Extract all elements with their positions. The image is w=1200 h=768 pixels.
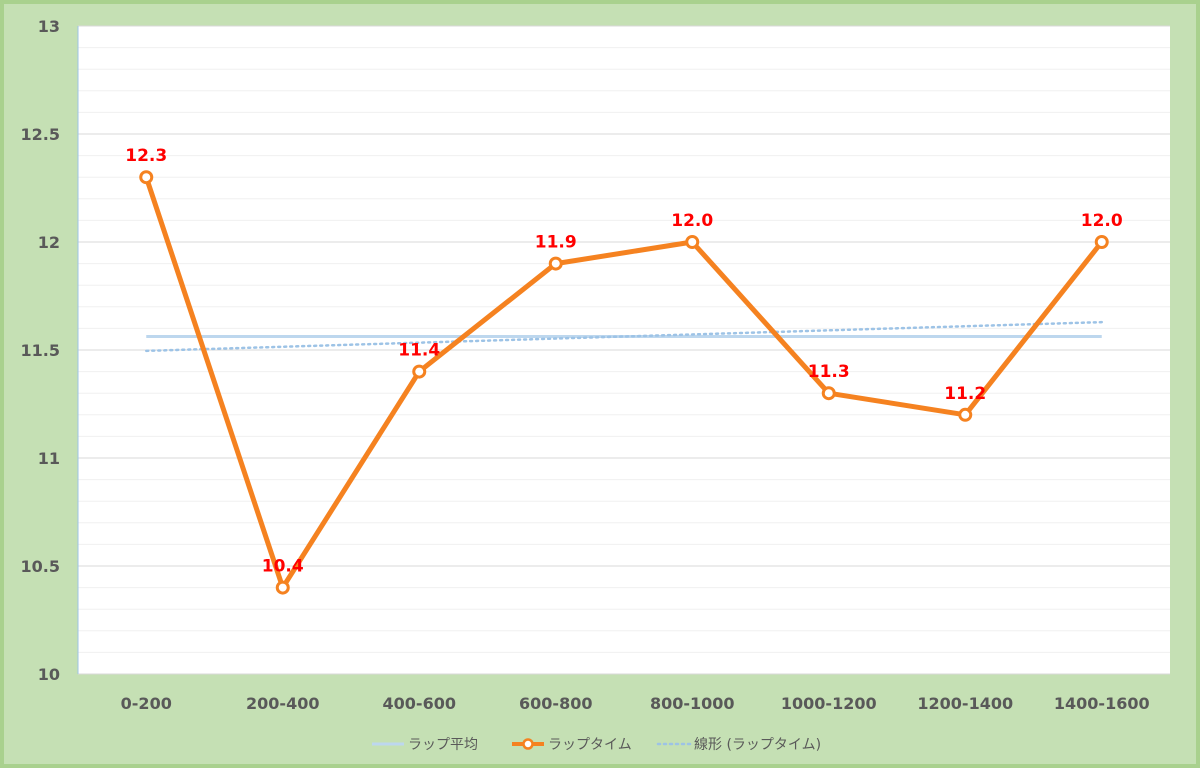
series-line-lap-time <box>143 176 1104 591</box>
data-label: 11.3 <box>808 362 850 382</box>
legend-label: ラップタイム <box>548 737 632 753</box>
y-tick-label: 12 <box>38 233 60 252</box>
data-point-marker <box>958 407 973 422</box>
grid-layer <box>78 25 1170 675</box>
data-point-marker <box>821 386 836 401</box>
y-tick-label: 11 <box>38 449 60 468</box>
x-tick-label: 1000-1200 <box>781 694 877 713</box>
x-tick-label: 1400-1600 <box>1054 694 1150 713</box>
y-tick-label: 10 <box>38 665 60 684</box>
y-tick-label: 11.5 <box>21 341 60 360</box>
legend: ラップ平均 ラップタイム 線形 (ラップタイム) <box>372 737 821 753</box>
y-tick-label: 13 <box>38 17 60 36</box>
x-tick-label: 0-200 <box>121 694 172 713</box>
legend-label: 線形 (ラップタイム) <box>694 737 821 753</box>
axis-layer: 10 10.5 11 11.5 12 12.5 13 0-200 200-400 400-600 6… <box>21 17 1150 713</box>
data-label: 11.2 <box>944 384 986 404</box>
y-tick-label: 10.5 <box>21 557 60 576</box>
data-point-marker <box>412 364 427 379</box>
series-layer <box>139 170 1109 595</box>
x-tick-label: 200-400 <box>246 694 319 713</box>
x-tick-label: 1200-1400 <box>917 694 1013 713</box>
x-tick-label: 600-800 <box>519 694 592 713</box>
legend-label: ラップ平均 <box>408 737 478 753</box>
label-layer: 12.3 10.4 11.4 11.9 12.0 11.3 11.2 12.0 <box>125 146 1123 576</box>
legend-item: ラップタイム <box>512 737 632 753</box>
legend-item: 線形 (ラップタイム) <box>656 737 821 753</box>
data-label: 12.3 <box>125 146 167 166</box>
data-label: 12.0 <box>671 211 713 231</box>
data-point-marker <box>685 235 700 249</box>
data-point-marker <box>1094 235 1109 249</box>
data-point-marker <box>275 580 290 595</box>
data-label: 12.0 <box>1081 211 1123 231</box>
legend-item: ラップ平均 <box>372 737 478 753</box>
x-tick-label: 800-1000 <box>650 694 735 713</box>
data-label: 11.4 <box>398 341 440 361</box>
data-label: 11.9 <box>535 233 577 253</box>
data-point-marker <box>548 256 563 271</box>
legend-swatch-marker <box>522 738 534 750</box>
data-label: 10.4 <box>262 557 304 577</box>
y-tick-label: 12.5 <box>21 125 60 144</box>
x-tick-label: 400-600 <box>383 694 456 713</box>
data-point-marker <box>139 170 154 185</box>
